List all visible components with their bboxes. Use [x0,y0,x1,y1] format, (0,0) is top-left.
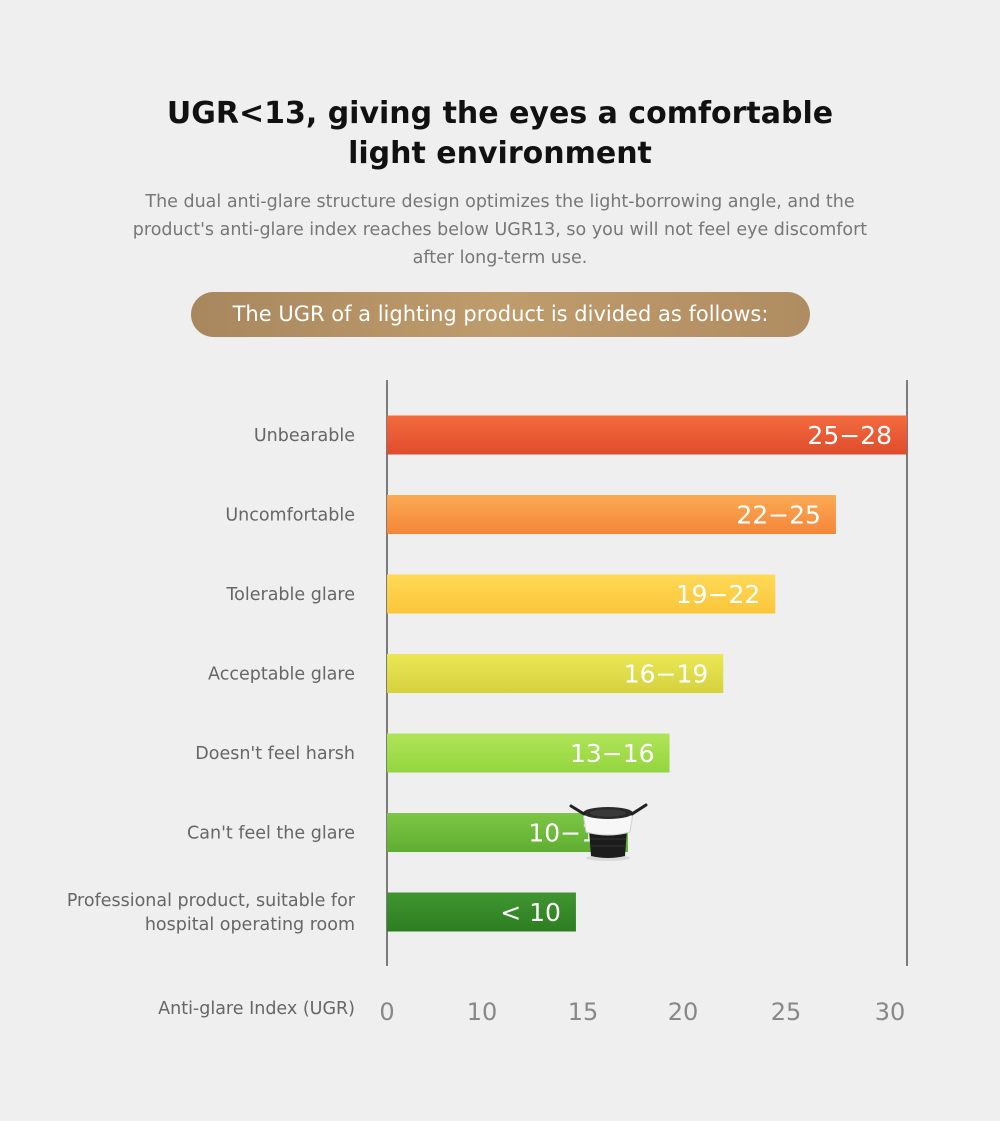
bar-0 [387,415,907,455]
subtitle-line-2: product's anti-glare index reaches below… [132,220,868,240]
bar-3 [387,654,724,693]
x-tick-label-2: 15 [568,998,599,1026]
chart-category-labels: Unbearable Uncomfortable Tolerable glare Ac… [67,426,356,935]
bar-value-label-4: 13−16 [570,739,655,768]
category-label-5: Can't feel the glare [187,824,355,844]
subtitle-line-1: The dual anti-glare structure design opt… [145,192,855,212]
category-label-2: Tolerable glare [225,585,355,605]
x-tick-label-4: 25 [771,998,802,1026]
x-tick-label-3: 20 [668,998,699,1026]
chart-x-ticks: Anti-glare Index (UGR) 0 10 15 20 25 30 [158,998,905,1026]
x-tick-label-0: 0 [379,998,394,1026]
bar-2 [387,574,776,614]
bar-value-label-1: 22−25 [736,501,821,530]
bar-value-label-0: 25−28 [807,421,892,450]
bar-1 [387,495,836,534]
product-downlight-icon [569,803,648,861]
bar-6 [387,892,576,932]
category-label-6-1: hospital operating room [145,915,355,935]
bar-value-label-6: < 10 [500,898,561,927]
title-line-2: light environment [348,136,652,171]
page-title: UGR<13, giving the eyes a comfortable li… [0,94,1000,174]
category-label-0: Unbearable [254,426,355,446]
x-tick-label-1: 10 [467,998,498,1026]
x-axis-title: Anti-glare Index (UGR) [158,999,355,1019]
bar-4 [387,733,670,773]
category-label-3: Acceptable glare [208,665,355,685]
x-tick-label-5: 30 [875,998,906,1026]
bar-value-label-3: 16−19 [624,660,709,689]
category-label-1: Uncomfortable [225,506,355,526]
subtitle-line-3: after long-term use. [412,248,588,268]
category-label-4: Doesn't feel harsh [195,744,355,764]
title-line-1: UGR<13, giving the eyes a comfortable [166,96,834,131]
category-label-6-0: Professional product, suitable for [67,891,356,911]
bar-value-label-2: 19−22 [676,580,761,609]
page-subtitle: The dual anti-glare structure design opt… [120,188,880,272]
section-banner: The UGR of a lighting product is divided… [191,292,810,337]
